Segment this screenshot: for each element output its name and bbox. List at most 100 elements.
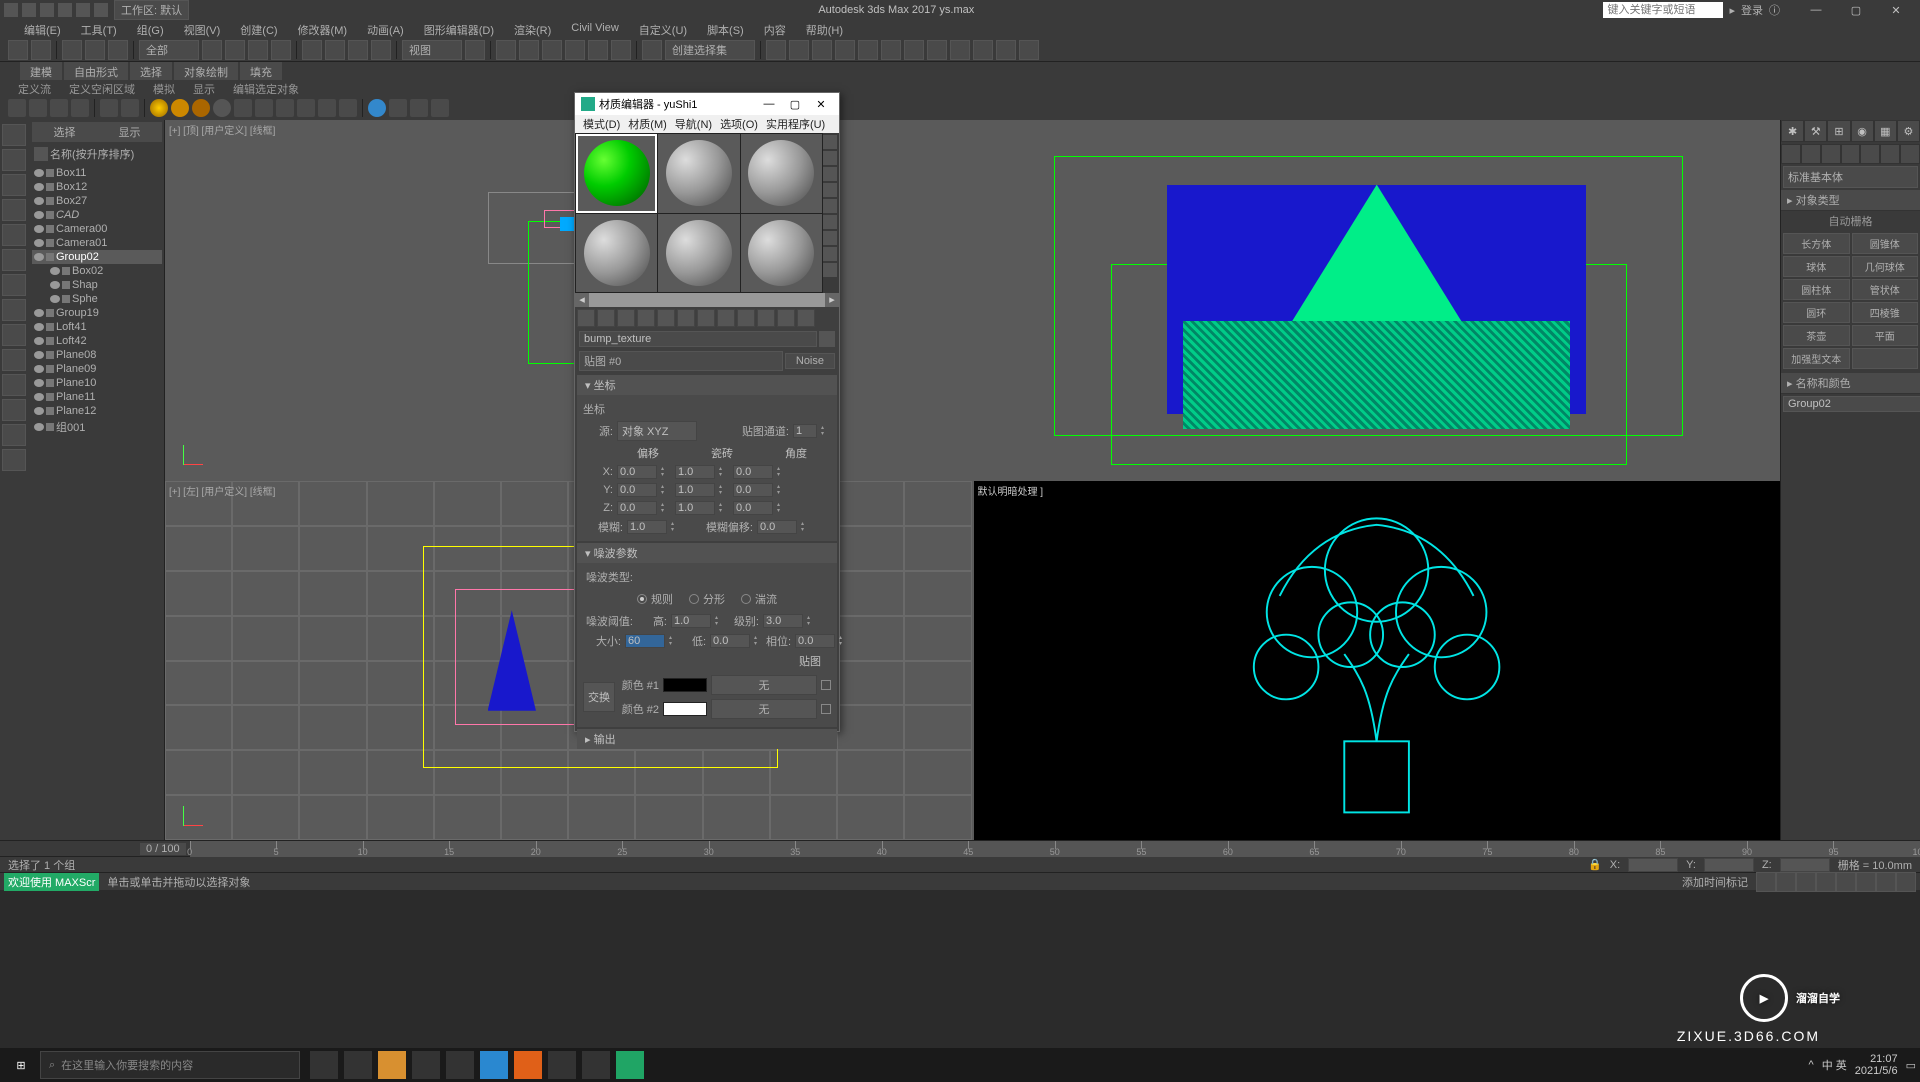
visibility-icon[interactable] xyxy=(34,351,44,359)
pick-material-icon[interactable] xyxy=(819,331,835,347)
object-type-button[interactable]: 平面 xyxy=(1852,325,1919,346)
mat-map-nav-icon[interactable] xyxy=(823,263,837,277)
noise-rollout-header[interactable]: ▾ 噪波参数 xyxy=(577,543,837,563)
refcoord-dropdown[interactable]: 视图 xyxy=(402,40,462,60)
select-by-mat-icon[interactable] xyxy=(823,247,837,261)
freeze-icon[interactable] xyxy=(46,183,54,191)
menu-item[interactable]: 图形编辑器(D) xyxy=(420,20,498,38)
ribbon-tab[interactable]: 填充 xyxy=(240,62,282,80)
show-in-vp-icon[interactable] xyxy=(737,309,755,327)
ribbon-sub-tab[interactable]: 编辑选定对象 xyxy=(225,80,307,96)
make-copy-icon[interactable] xyxy=(657,309,675,327)
info-icon[interactable]: ⓘ xyxy=(1769,2,1780,18)
viewport-front[interactable] xyxy=(974,120,1781,479)
env-ext-6[interactable] xyxy=(339,99,357,117)
mat-id-icon[interactable] xyxy=(717,309,735,327)
visibility-icon[interactable] xyxy=(34,197,44,205)
tree-item[interactable]: Box27 xyxy=(32,194,162,208)
object-name-input[interactable] xyxy=(1783,396,1920,412)
sample-slot-3[interactable] xyxy=(741,134,822,213)
mirror-icon[interactable] xyxy=(766,40,786,60)
freeze-icon[interactable] xyxy=(62,295,70,303)
strip-btn-14[interactable] xyxy=(2,449,26,471)
env-ext-2[interactable] xyxy=(255,99,273,117)
lights-subtab-icon[interactable] xyxy=(1821,144,1841,164)
visibility-icon[interactable] xyxy=(34,337,44,345)
qat-undo-icon[interactable] xyxy=(76,3,90,17)
tree-item[interactable]: Shap xyxy=(32,278,162,292)
assign-material-icon[interactable] xyxy=(617,309,635,327)
angle-input[interactable] xyxy=(733,501,773,515)
ribbon-sub-tab[interactable]: 定义空闲区域 xyxy=(61,80,143,96)
visibility-icon[interactable] xyxy=(34,423,44,431)
tree-item[interactable]: Loft42 xyxy=(32,334,162,348)
material-name-input[interactable] xyxy=(579,331,817,347)
3dsmax-taskbar-icon[interactable] xyxy=(616,1051,644,1079)
menu-item[interactable]: 创建(C) xyxy=(236,20,281,38)
object-type-button[interactable] xyxy=(1852,348,1919,369)
options-icon[interactable] xyxy=(823,231,837,245)
clock-time[interactable]: 21:07 xyxy=(1855,1053,1898,1065)
cloud-icon[interactable] xyxy=(1019,40,1039,60)
start-button[interactable]: ⊞ xyxy=(4,1051,38,1079)
go-forward-icon[interactable] xyxy=(797,309,815,327)
sun-set-icon[interactable] xyxy=(192,99,210,117)
ribbon-tab[interactable]: 选择 xyxy=(130,62,172,80)
offset-input[interactable] xyxy=(617,483,657,497)
play-next-icon[interactable] xyxy=(1796,872,1816,892)
left-tab-select[interactable]: 选择 xyxy=(32,122,97,142)
color2-enable-checkbox[interactable] xyxy=(821,704,831,714)
strip-btn-12[interactable] xyxy=(2,399,26,421)
strip-btn-10[interactable] xyxy=(2,349,26,371)
env-ext-8[interactable] xyxy=(410,99,428,117)
menu-item[interactable]: 内容 xyxy=(760,20,790,38)
freeze-icon[interactable] xyxy=(46,253,54,261)
sample-slot-4[interactable] xyxy=(576,214,657,293)
ribbon-sub-tab[interactable]: 模拟 xyxy=(145,80,183,96)
close-button[interactable]: ✕ xyxy=(1876,0,1916,20)
noise-type-radio[interactable]: 分形 xyxy=(689,591,725,607)
swap-button[interactable]: 交换 xyxy=(583,682,615,712)
strip-btn-3[interactable] xyxy=(2,174,26,196)
uv-tiling-icon[interactable] xyxy=(823,183,837,197)
strip-btn-11[interactable] xyxy=(2,374,26,396)
cameras-subtab-icon[interactable] xyxy=(1841,144,1861,164)
time-tag-label[interactable]: 添加时间标记 xyxy=(1682,874,1748,890)
nav-4-icon[interactable] xyxy=(1896,872,1916,892)
env-icon-4[interactable] xyxy=(71,99,89,117)
taskview-icon[interactable] xyxy=(344,1051,372,1079)
play-prev-icon[interactable] xyxy=(1776,872,1796,892)
offset-input[interactable] xyxy=(617,501,657,515)
sample-scrollbar[interactable]: ◂ ▸ xyxy=(575,293,839,307)
strip-btn-4[interactable] xyxy=(2,199,26,221)
cloud-env-icon[interactable] xyxy=(29,99,47,117)
object-type-rollout-header[interactable]: ▸ 对象类型 xyxy=(1781,190,1920,211)
strip-btn-8[interactable] xyxy=(2,299,26,321)
make-unique-icon[interactable] xyxy=(677,309,695,327)
taskbar-search[interactable]: ⌕ 在这里输入你要搜索的内容 xyxy=(40,1051,300,1079)
menu-item[interactable]: 动画(A) xyxy=(363,20,408,38)
mat-minimize-button[interactable]: — xyxy=(757,98,781,111)
mat-menu-item[interactable]: 选项(O) xyxy=(720,116,758,132)
freeze-icon[interactable] xyxy=(46,365,54,373)
visibility-icon[interactable] xyxy=(50,281,60,289)
viewport-left[interactable]: [+] [左] [用户定义] [线框] xyxy=(165,481,972,840)
lang-label[interactable]: 中 英 xyxy=(1822,1057,1847,1073)
link-icon[interactable] xyxy=(62,40,82,60)
menu-item[interactable]: 帮助(H) xyxy=(802,20,847,38)
material-editor-titlebar[interactable]: 材质编辑器 - yuShi1 — ▢ ✕ xyxy=(575,93,839,115)
env-ext-5[interactable] xyxy=(318,99,336,117)
object-type-button[interactable]: 圆柱体 xyxy=(1783,279,1850,300)
render-frame-icon[interactable] xyxy=(950,40,970,60)
map-channel-input[interactable] xyxy=(793,424,817,438)
ribbon-sub-tab[interactable]: 显示 xyxy=(185,80,223,96)
object-type-button[interactable]: 圆锥体 xyxy=(1852,233,1919,254)
tiling-input[interactable] xyxy=(675,483,715,497)
color1-swatch[interactable] xyxy=(663,678,707,692)
minimize-button[interactable]: — xyxy=(1796,0,1836,20)
env-ext-1[interactable] xyxy=(234,99,252,117)
edge-icon[interactable] xyxy=(480,1051,508,1079)
env-icon-6[interactable] xyxy=(121,99,139,117)
env-ext-9[interactable] xyxy=(431,99,449,117)
sample-type-icon[interactable] xyxy=(823,135,837,149)
